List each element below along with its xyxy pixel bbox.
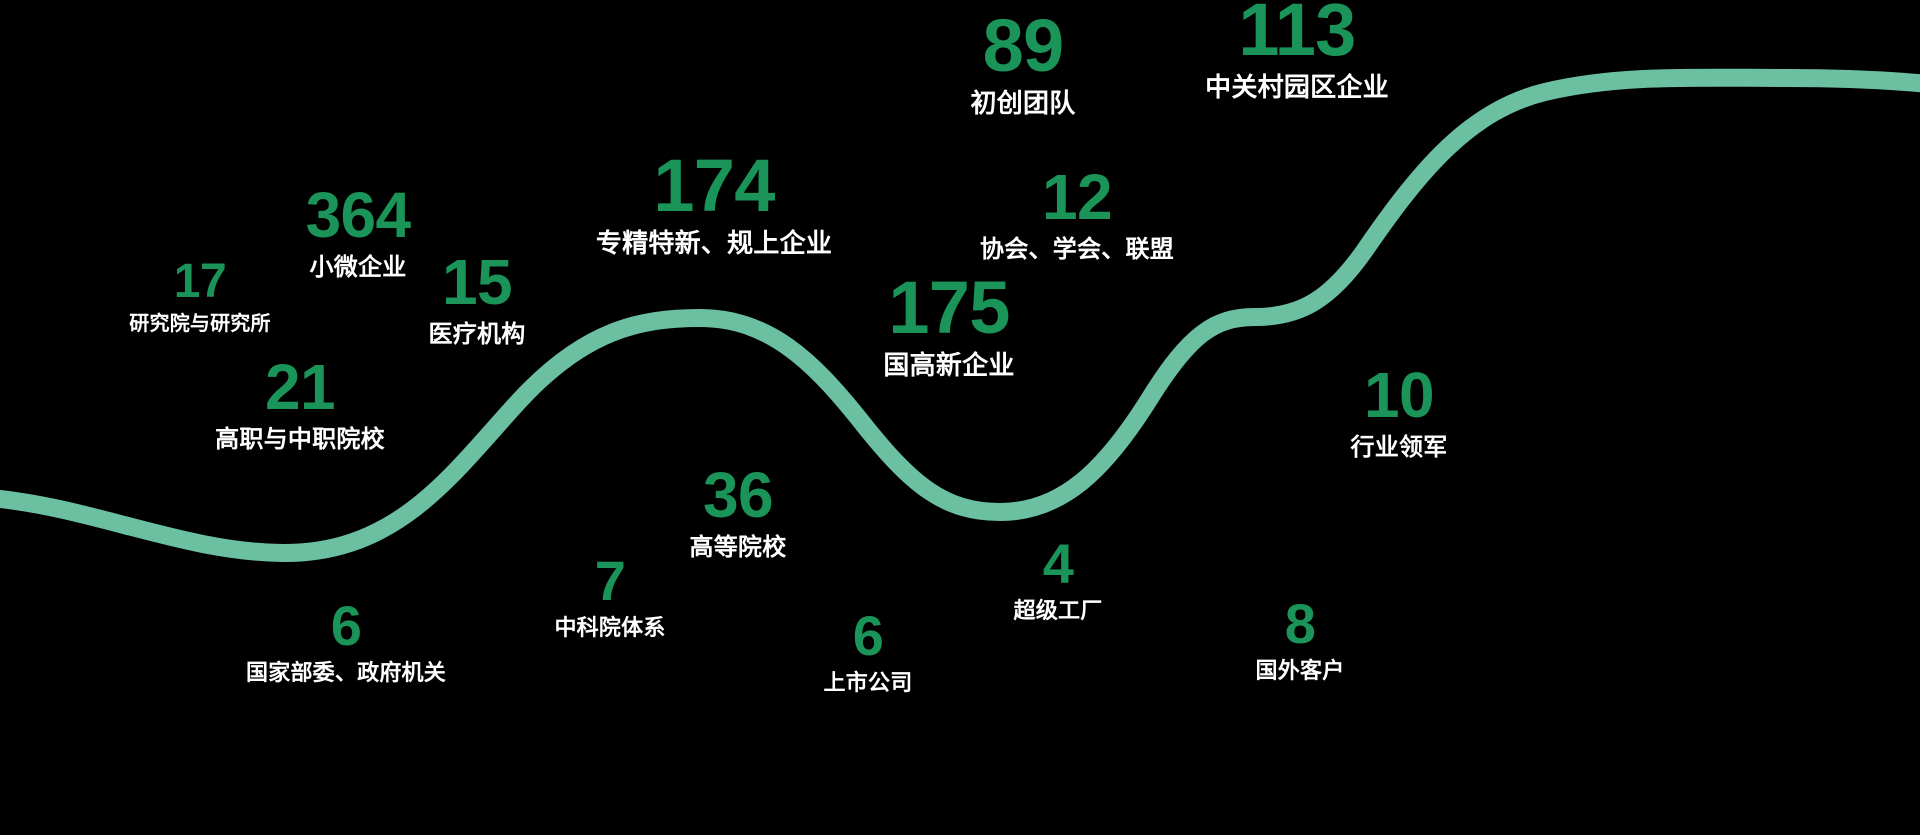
callout-micro-small-enterprise[interactable]: 364 小微企业	[305, 179, 412, 282]
callout-value: 7	[594, 549, 626, 612]
callout-medical-institutions[interactable]: 15 医疗机构	[428, 246, 526, 349]
callout-ministries-government[interactable]: 6 国家部委、政府机关	[246, 597, 446, 685]
callout-national-hi-tech[interactable]: 175 国高新企业	[883, 270, 1014, 381]
callout-value: 175	[888, 266, 1010, 349]
callout-value: 364	[305, 179, 412, 251]
callout-label: 国家部委、政府机关	[246, 660, 446, 686]
callout-listed-companies[interactable]: 6 上市公司	[824, 607, 913, 695]
callout-overseas-clients[interactable]: 8 国外客户	[1256, 595, 1345, 683]
callout-value: 21	[265, 351, 336, 423]
callout-value: 17	[173, 255, 227, 308]
callout-label: 行业领军	[1350, 434, 1448, 462]
callout-higher-education[interactable]: 36 高等院校	[689, 459, 787, 562]
callout-specialized-new-above[interactable]: 174 专精特新、规上企业	[596, 148, 832, 259]
callout-label: 医疗机构	[428, 321, 526, 349]
callout-vocational-colleges[interactable]: 21 高职与中职院校	[215, 351, 385, 454]
callout-label: 上市公司	[823, 670, 913, 696]
callout-label: 研究院与研究所	[129, 312, 271, 335]
callout-associations-societies[interactable]: 12 协会、学会、联盟	[980, 161, 1174, 264]
callout-label: 初创团队	[970, 88, 1076, 119]
callout-value: 8	[1284, 592, 1316, 655]
callout-industry-leaders[interactable]: 10 行业领军	[1350, 359, 1448, 462]
callout-label: 协会、学会、联盟	[980, 236, 1174, 264]
callout-label: 专精特新、规上企业	[595, 228, 833, 259]
callout-research-institutes[interactable]: 17 研究院与研究所	[129, 255, 271, 336]
callout-label: 国高新企业	[883, 350, 1015, 381]
callout-value: 10	[1364, 359, 1435, 431]
callout-super-factories[interactable]: 4 超级工厂	[1014, 535, 1103, 623]
callout-label: 中关村园区企业	[1205, 72, 1389, 103]
callout-value: 113	[1238, 0, 1356, 71]
callout-label: 高等院校	[689, 534, 787, 562]
callout-value: 6	[330, 594, 362, 657]
callout-label: 高职与中职院校	[215, 426, 385, 454]
callout-zhongguancun-park[interactable]: 113 中关村园区企业	[1205, 0, 1389, 103]
callout-value: 89	[982, 4, 1065, 87]
callout-value: 6	[852, 604, 884, 667]
callout-label: 中科院体系	[554, 615, 666, 641]
callout-startup-teams[interactable]: 89 初创团队	[970, 8, 1075, 119]
callout-value: 4	[1042, 532, 1074, 595]
callout-value: 174	[653, 144, 775, 227]
callout-value: 36	[703, 459, 774, 531]
callout-value: 15	[442, 246, 513, 318]
callout-value: 12	[1042, 161, 1113, 233]
callout-cas-system[interactable]: 7 中科院体系	[554, 552, 665, 640]
callout-label: 国外客户	[1255, 658, 1345, 684]
callout-label: 小微企业	[309, 254, 407, 282]
callout-label: 超级工厂	[1013, 598, 1103, 624]
